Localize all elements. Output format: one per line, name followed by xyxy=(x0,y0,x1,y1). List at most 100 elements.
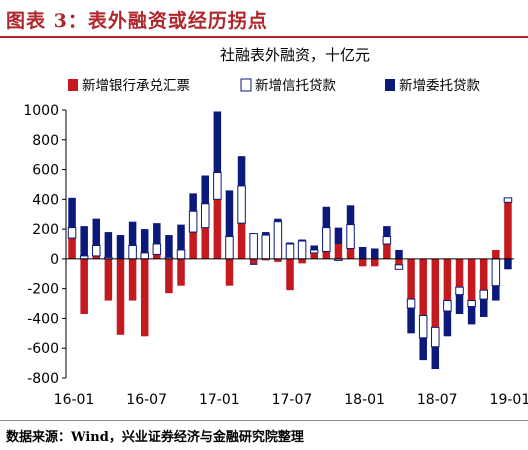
legend-label-acceptance: 新增银行承兑汇票 xyxy=(82,78,190,94)
bar-entrusted-16-02 xyxy=(80,226,88,256)
y-tick-label: 200 xyxy=(32,222,59,238)
bar-entrusted-16-11 xyxy=(189,193,197,212)
bar-trust-16-06 xyxy=(128,244,137,260)
y-axis: 1000 800 600 400 200 0 -200 -400 -600 -800 xyxy=(23,103,67,387)
y-tick-label: -600 xyxy=(27,341,59,357)
bar-entrusted-17-05 xyxy=(262,232,270,236)
y-tick-label: -400 xyxy=(27,311,59,327)
bar-entrusted-18-07 xyxy=(431,346,440,370)
bar-entrusted-17-04 xyxy=(249,263,258,265)
bar-entrusted-18-02 xyxy=(371,248,379,259)
footer-rule xyxy=(0,420,528,421)
off-balance-financing-chart: 社融表外融资，十亿元 新增银行承兑汇票 新增信托贷款 新增委托贷款 1000 80… xyxy=(23,46,528,408)
bar-acceptance-17-10 xyxy=(322,251,331,259)
bar-acceptance-17-12 xyxy=(346,248,355,259)
bar-trust-17-03 xyxy=(237,185,246,224)
bar-entrusted-16-09 xyxy=(165,235,173,258)
bar-entrusted-17-12 xyxy=(346,205,355,225)
bar-entrusted-16-03 xyxy=(92,218,101,246)
bar-entrusted-17-11 xyxy=(334,227,343,244)
bar-acceptance-18-06 xyxy=(419,258,427,316)
bar-acceptance-18-01 xyxy=(358,258,367,267)
bar-entrusted-17-07 xyxy=(286,242,294,244)
bar-acceptance-18-05 xyxy=(407,258,415,300)
bar-entrusted-16-10 xyxy=(177,224,185,250)
bar-acceptance-18-12 xyxy=(492,249,500,259)
bar-entrusted-17-10 xyxy=(322,206,331,228)
bar-trust-17-12 xyxy=(346,224,355,249)
bar-acceptance-16-02 xyxy=(80,258,88,314)
legend-swatch-acceptance xyxy=(68,79,78,91)
legend-swatch-entrusted xyxy=(385,79,395,91)
bar-entrusted-19-01 xyxy=(504,258,512,270)
bar-acceptance-18-10 xyxy=(467,258,476,301)
bar-entrusted-18-10 xyxy=(467,306,476,325)
bar-trust-17-01 xyxy=(213,172,222,200)
bar-acceptance-18-02 xyxy=(371,258,379,267)
bar-acceptance-17-08 xyxy=(298,258,306,264)
bar-trust-16-11 xyxy=(188,210,198,233)
bar-acceptance-17-06 xyxy=(274,258,282,262)
bar-acceptance-17-04 xyxy=(249,258,258,264)
data-source: 数据来源：Wind，兴业证券经济与金融研究院整理 xyxy=(6,430,304,445)
bar-entrusted-17-01 xyxy=(213,111,222,173)
x-tick-label: 18-07 xyxy=(417,392,458,408)
y-tick-label: 400 xyxy=(32,192,59,208)
bar-series xyxy=(67,111,513,370)
figure-title: 图表 3：表外融资或经历拐点 xyxy=(6,10,268,32)
bar-acceptance-19-01 xyxy=(504,202,512,259)
bar-trust-17-05 xyxy=(261,234,271,260)
bar-trust-17-09 xyxy=(309,249,319,254)
chart-legend: 新增银行承兑汇票 新增信托贷款 新增委托贷款 xyxy=(68,78,480,94)
x-tick-label: 18-01 xyxy=(344,392,385,408)
bar-trust-17-02 xyxy=(225,236,234,260)
bar-entrusted-16-06 xyxy=(128,221,137,246)
bar-entrusted-18-12 xyxy=(492,285,500,301)
legend-label-entrusted: 新增委托贷款 xyxy=(399,78,480,94)
bar-trust-18-09 xyxy=(455,286,464,296)
bar-entrusted-17-09 xyxy=(310,245,318,250)
bar-acceptance-17-09 xyxy=(310,252,318,259)
bar-entrusted-18-05 xyxy=(407,308,415,334)
x-tick-label: 17-07 xyxy=(272,392,313,408)
bar-acceptance-18-07 xyxy=(431,258,440,328)
legend-label-trust: 新增信托贷款 xyxy=(255,78,336,94)
bar-acceptance-16-10 xyxy=(177,258,185,286)
bar-acceptance-16-09 xyxy=(165,258,173,294)
bar-acceptance-17-05 xyxy=(262,258,270,261)
bar-entrusted-17-08 xyxy=(298,239,306,242)
bar-acceptance-16-06 xyxy=(128,258,137,301)
bar-acceptance-16-11 xyxy=(189,232,197,259)
bar-entrusted-18-11 xyxy=(479,299,488,317)
bar-entrusted-18-04 xyxy=(395,249,403,259)
y-tick-label: 0 xyxy=(50,252,59,268)
bar-acceptance-17-07 xyxy=(286,258,294,291)
bar-trust-18-03 xyxy=(382,236,392,245)
bar-trust-18-12 xyxy=(491,258,501,287)
bar-entrusted-18-03 xyxy=(383,226,391,237)
bar-acceptance-18-04 xyxy=(395,258,403,265)
bar-entrusted-16-01 xyxy=(68,197,76,228)
bar-trust-18-08 xyxy=(443,300,452,312)
bar-entrusted-16-05 xyxy=(116,235,125,259)
y-tick-label: 600 xyxy=(32,163,59,179)
bar-acceptance-18-11 xyxy=(479,258,488,291)
x-tick-label: 16-07 xyxy=(126,392,167,408)
bar-acceptance-17-11 xyxy=(334,244,343,259)
bar-entrusted-18-09 xyxy=(455,294,464,314)
bar-trust-16-12 xyxy=(200,203,210,229)
bar-trust-16-08 xyxy=(152,243,162,255)
bar-entrusted-17-03 xyxy=(237,156,246,186)
bar-acceptance-16-12 xyxy=(201,227,209,259)
bar-acceptance-16-08 xyxy=(153,254,161,259)
bar-trust-18-10 xyxy=(467,300,476,308)
bar-trust-17-07 xyxy=(285,243,295,260)
bar-acceptance-16-04 xyxy=(104,258,113,301)
bar-trust-17-10 xyxy=(322,227,331,252)
bar-trust-16-07 xyxy=(140,252,149,260)
bar-entrusted-16-12 xyxy=(201,175,209,204)
bar-trust-17-08 xyxy=(297,240,307,260)
bar-trust-18-04 xyxy=(394,264,404,270)
bar-acceptance-16-03 xyxy=(92,255,101,259)
bar-entrusted-16-08 xyxy=(153,223,161,244)
